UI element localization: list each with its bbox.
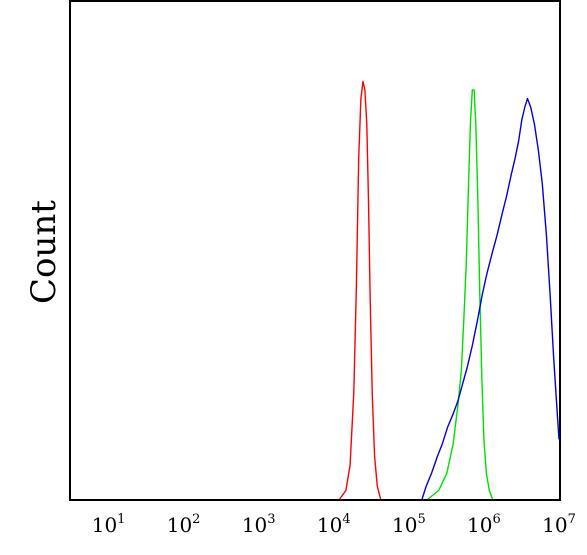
series-layer bbox=[339, 80, 560, 500]
x-tick-base: 10 bbox=[167, 513, 192, 537]
x-tick-label: 106 bbox=[467, 512, 501, 537]
x-tick-base: 10 bbox=[467, 513, 492, 537]
y-axis-label: Count bbox=[24, 200, 64, 304]
x-tick-exponent: 7 bbox=[568, 512, 576, 527]
x-tick-base: 10 bbox=[242, 513, 267, 537]
x-tick-label: 105 bbox=[392, 512, 426, 537]
x-tick-exponent: 5 bbox=[417, 512, 425, 527]
x-tick-exponent: 2 bbox=[192, 512, 200, 527]
histogram-series-3 bbox=[421, 97, 560, 500]
x-tick-base: 10 bbox=[317, 513, 342, 537]
x-tick-labels: 101 102 103 104 105 106 107 bbox=[92, 512, 576, 537]
x-tick-exponent: 4 bbox=[342, 512, 350, 527]
x-tick-label: 102 bbox=[167, 512, 201, 537]
x-tick-base: 10 bbox=[542, 513, 567, 537]
x-tick-label: 101 bbox=[92, 512, 126, 537]
x-tick-label: 107 bbox=[542, 512, 576, 537]
histogram-series-1 bbox=[339, 80, 382, 500]
x-tick-exponent: 3 bbox=[267, 512, 275, 527]
x-tick-base: 10 bbox=[92, 513, 117, 537]
plot-area-frame bbox=[69, 0, 561, 501]
x-tick-label: 103 bbox=[242, 512, 276, 537]
x-tick-exponent: 6 bbox=[492, 512, 500, 527]
x-tick-exponent: 1 bbox=[117, 512, 125, 527]
x-tick-base: 10 bbox=[392, 513, 417, 537]
histogram-series-2 bbox=[427, 89, 494, 500]
x-tick-label: 104 bbox=[317, 512, 351, 537]
